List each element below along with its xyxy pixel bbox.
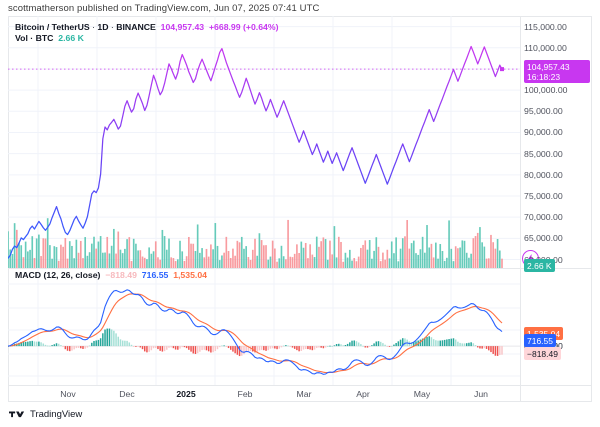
legend-exchange[interactable]: BINANCE <box>116 22 156 32</box>
volume-legend-value: 2.66 K <box>58 33 84 43</box>
price-tick-110000: 110,000.00 <box>524 42 567 53</box>
plot-area[interactable] <box>8 16 520 385</box>
price-scale[interactable]: 115,000.00 110,000.00 100,000.00 95,000.00 9… <box>524 16 598 385</box>
time-tick-mar: Mar <box>296 389 312 399</box>
time-tick-jun: Jun <box>473 389 489 399</box>
chart-canvas <box>8 16 520 385</box>
macd-legend-title[interactable]: MACD (12, 26, close) <box>15 270 101 280</box>
legend-change: +668.99 (+0.64%) <box>208 22 279 32</box>
time-scale[interactable]: Nov Dec 2025 Feb Mar Apr May Jun <box>8 386 592 402</box>
tradingview-logo-icon <box>9 410 25 417</box>
time-tick-apr: Apr <box>356 389 370 399</box>
macd-legend-hist: −818.49 <box>105 270 137 280</box>
legend-sep-1: · <box>89 22 98 32</box>
macd-legend-signal: 1,535.04 <box>173 270 208 280</box>
price-tick-100000: 100,000.00 <box>524 85 568 96</box>
histogram-value-badge: −818.49 <box>524 347 561 361</box>
brand-name: TradingView <box>30 409 83 420</box>
price-badge-time: 16:18:23 <box>527 71 561 82</box>
time-tick-2025: 2025 <box>176 389 196 399</box>
macd-legend[interactable]: MACD (12, 26, close) −818.49 716.55 1,53… <box>15 270 207 281</box>
volume-badge: 2.66 K <box>524 259 555 272</box>
attribution-text: scottmatherson published on TradingView.… <box>8 3 320 14</box>
price-scale-separator <box>520 16 521 402</box>
time-tick-nov: Nov <box>60 389 76 399</box>
price-tick-90000: 90,000.00 <box>524 127 563 138</box>
price-badge-value: 104,957.43 <box>527 61 570 72</box>
tradingview-brand[interactable]: TradingView <box>9 409 82 420</box>
volume-legend[interactable]: Vol · BTC 2.66 K <box>15 33 84 44</box>
legend-symbol[interactable]: Bitcoin / TetherUS <box>15 22 90 32</box>
last-price-badge: 104,957.43 16:18:23 <box>524 60 590 84</box>
price-tick-95000: 95,000.00 <box>524 106 563 117</box>
price-tick-80000: 80,000.00 <box>524 169 563 180</box>
time-tick-may: May <box>413 389 431 399</box>
macd-value-badge: 716.55 <box>524 334 556 348</box>
bolt-glyph <box>527 254 534 263</box>
volume-legend-label: Vol · BTC <box>15 33 54 43</box>
price-tick-85000: 85,000.00 <box>524 148 563 159</box>
time-scale-separator <box>8 385 592 386</box>
main-series-legend[interactable]: Bitcoin / TetherUS · 1D · BINANCE 104,95… <box>15 22 279 33</box>
legend-sep-2: · <box>108 22 117 32</box>
pane-separator <box>8 268 592 269</box>
legend-interval[interactable]: 1D <box>97 22 109 32</box>
time-tick-dec: Dec <box>119 389 135 399</box>
price-tick-70000: 70,000.00 <box>524 212 563 223</box>
price-tick-115000: 115,000.00 <box>524 21 567 32</box>
price-tick-65000: 65,000.00 <box>524 233 563 244</box>
time-tick-feb: Feb <box>237 389 253 399</box>
price-tick-75000: 75,000.00 <box>524 191 563 201</box>
macd-legend-macd: 716.55 <box>141 270 169 280</box>
legend-last-price: 104,957.43 <box>160 22 205 32</box>
